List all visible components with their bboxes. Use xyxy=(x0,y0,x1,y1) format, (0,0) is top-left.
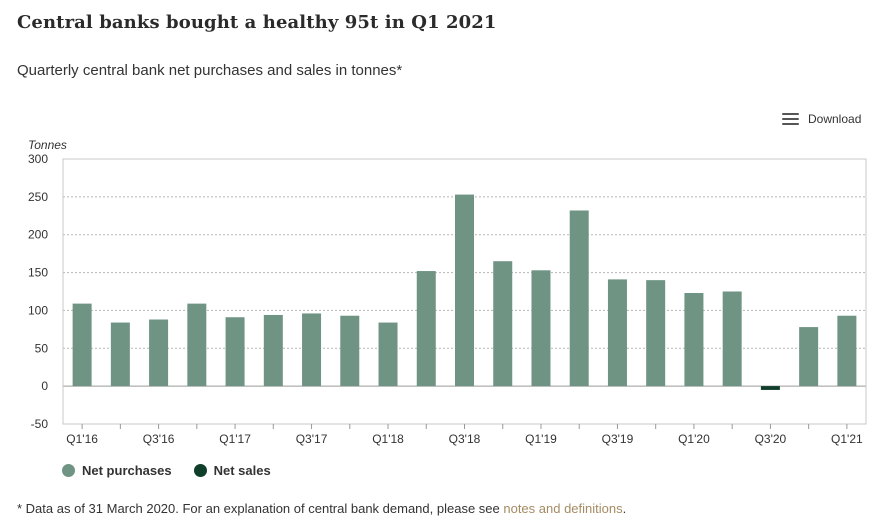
x-axis-ticks: Q1'16 Q3'16 Q1'17 Q3'17 Q1'18 Q3'18 Q1'19 Q3'19… xyxy=(66,424,863,446)
bar-net-purchases[interactable] xyxy=(263,314,283,387)
notes-definitions-link[interactable]: notes and definitions xyxy=(503,501,623,516)
legend-item-net-purchases[interactable]: Net purchases xyxy=(62,463,172,478)
bar-net-purchases[interactable] xyxy=(455,194,474,387)
bar-net-purchases[interactable] xyxy=(72,303,92,387)
legend-item-net-sales[interactable]: Net sales xyxy=(193,463,271,478)
bar-net-purchases[interactable] xyxy=(110,322,130,387)
bars xyxy=(72,194,857,390)
bar-net-purchases[interactable] xyxy=(149,319,169,387)
bar-net-purchases[interactable] xyxy=(416,271,436,387)
y-tick-label: 0 xyxy=(41,379,48,393)
menu-icon xyxy=(782,112,799,126)
bar-net-purchases[interactable] xyxy=(646,280,666,387)
bar-net-purchases[interactable] xyxy=(187,303,207,387)
y-tick-label: 100 xyxy=(28,303,48,317)
bar-net-purchases[interactable] xyxy=(225,317,245,387)
footnote-end: . xyxy=(622,501,627,516)
bar-net-purchases[interactable] xyxy=(684,293,704,387)
x-tick-label: Q3'19 xyxy=(602,432,634,446)
x-tick-label: Q1'19 xyxy=(525,432,557,446)
legend: Net purchases Net sales xyxy=(62,463,293,478)
legend-label-net-purchases: Net purchases xyxy=(82,463,172,478)
legend-dot-net-sales xyxy=(193,464,207,477)
y-tick-label: 150 xyxy=(28,266,48,280)
x-tick-label: Q1'18 xyxy=(372,432,404,446)
y-tick-label: 250 xyxy=(28,190,48,204)
bar-net-purchases[interactable] xyxy=(531,270,551,387)
x-tick-label: Q3'18 xyxy=(449,432,481,446)
bar-net-sales[interactable] xyxy=(760,386,780,390)
y-axis-ticks: -50 0 50 100 150 200 250 300 xyxy=(28,152,48,431)
y-tick-label: 200 xyxy=(28,228,48,242)
bar-net-purchases[interactable] xyxy=(569,210,589,387)
bar-net-purchases[interactable] xyxy=(493,261,513,387)
y-tick-label: 50 xyxy=(35,341,49,355)
bar-net-purchases[interactable] xyxy=(340,315,360,387)
bar-net-purchases[interactable] xyxy=(378,322,398,387)
bar-net-purchases[interactable] xyxy=(302,313,322,387)
bar-net-purchases[interactable] xyxy=(799,327,819,387)
x-tick-label: Q3'20 xyxy=(755,432,787,446)
footnote: * Data as of 31 March 2020. For an expla… xyxy=(17,501,626,516)
x-tick-label: Q1'21 xyxy=(831,432,863,446)
chart-subtitle: Quarterly central bank net purchases and… xyxy=(17,62,403,79)
download-label: Download xyxy=(808,112,862,126)
bar-net-purchases[interactable] xyxy=(607,279,627,387)
bar-net-purchases[interactable] xyxy=(837,315,857,387)
footnote-text: * Data as of 31 March 2020. For an expla… xyxy=(17,501,504,516)
download-button[interactable]: Download xyxy=(782,112,861,126)
x-tick-label: Q1'17 xyxy=(219,432,251,446)
x-tick-label: Q1'20 xyxy=(678,432,710,446)
x-tick-label: Q3'17 xyxy=(296,432,328,446)
y-tick-label: 300 xyxy=(28,152,48,166)
x-tick-label: Q1'16 xyxy=(66,432,98,446)
y-axis-label: Tonnes xyxy=(28,138,67,152)
legend-dot-net-purchases xyxy=(62,464,75,477)
bar-net-purchases[interactable] xyxy=(722,291,742,387)
y-tick-label: -50 xyxy=(31,417,49,431)
chart-title: Central banks bought a healthy 95t in Q1… xyxy=(17,12,497,33)
x-tick-label: Q3'16 xyxy=(143,432,175,446)
legend-label-net-sales: Net sales xyxy=(213,463,271,478)
